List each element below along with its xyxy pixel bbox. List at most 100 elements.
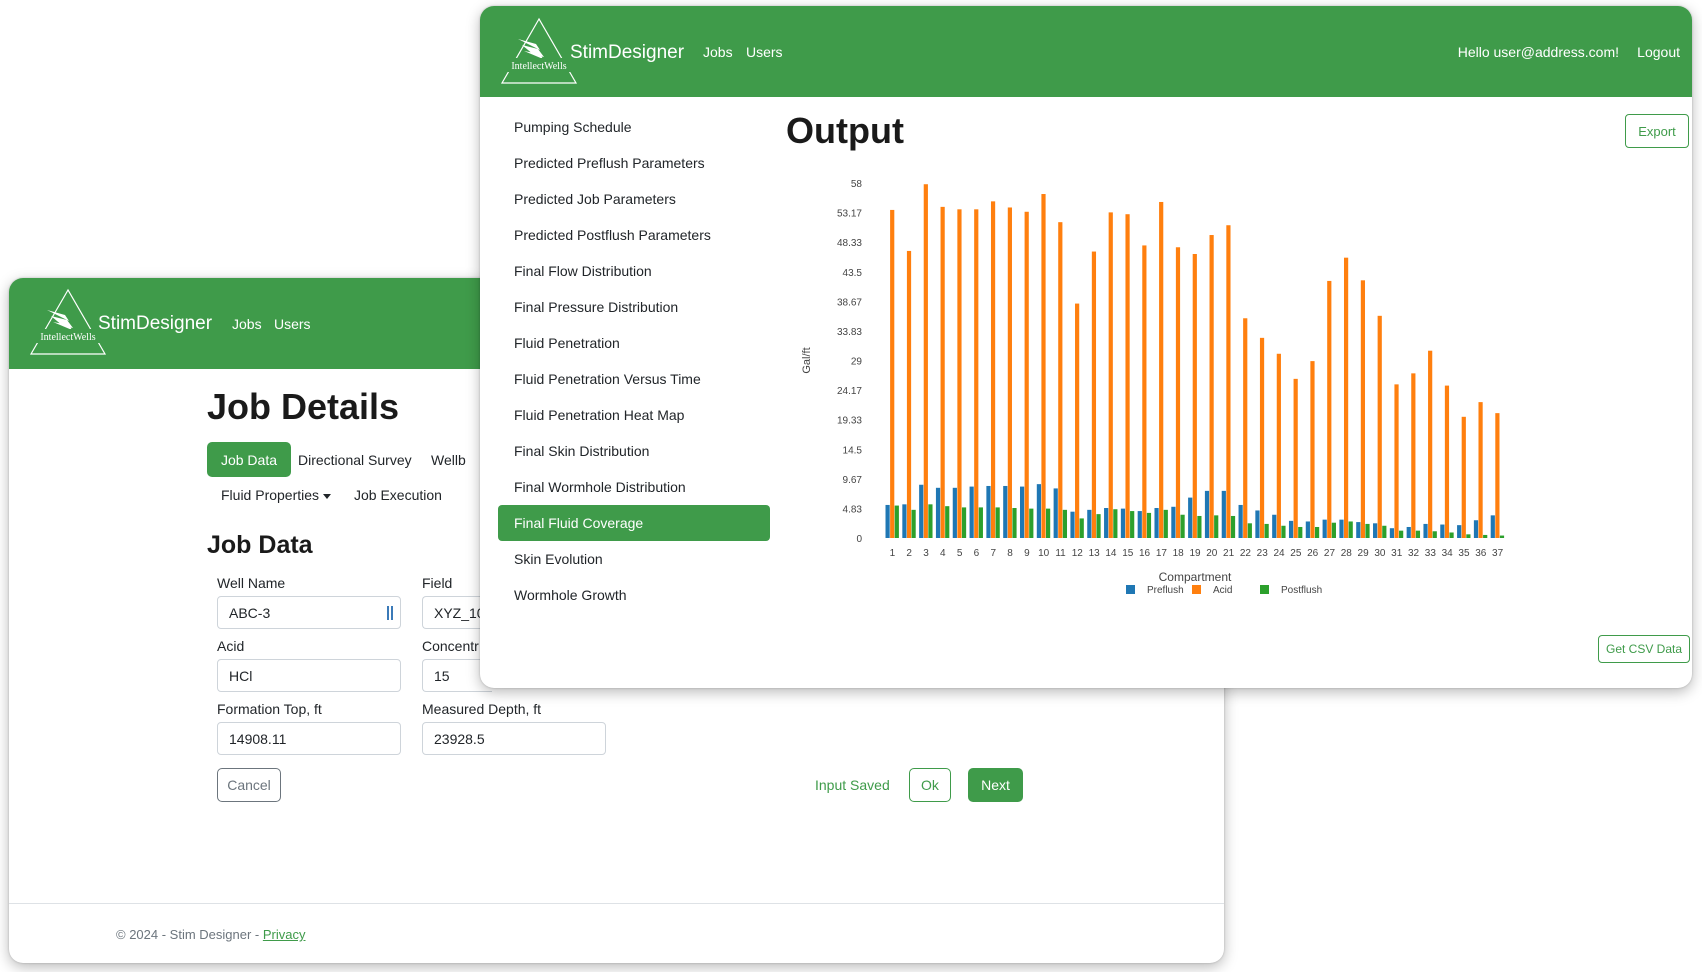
bar-postflush-8 — [1012, 508, 1017, 538]
sidebar-item-final-wormhole-distribution[interactable]: Final Wormhole Distribution — [514, 479, 686, 495]
bar-preflush-6 — [969, 486, 974, 538]
bar-preflush-7 — [986, 485, 991, 538]
sidebar-item-predicted-job-parameters[interactable]: Predicted Job Parameters — [514, 191, 676, 207]
bar-preflush-14 — [1104, 508, 1109, 538]
bar-postflush-34 — [1449, 532, 1454, 538]
bar-acid-25 — [1293, 378, 1298, 538]
x-tick-label: 2 — [906, 548, 912, 559]
bar-acid-4 — [940, 206, 945, 538]
bar-acid-3 — [923, 184, 928, 539]
tab-wellbore[interactable]: Wellb — [431, 452, 466, 468]
x-tick-label: 17 — [1156, 548, 1168, 559]
legend-swatch-postflush — [1260, 585, 1269, 594]
bar-preflush-33 — [1423, 523, 1428, 538]
get-csv-data-button[interactable]: Get CSV Data — [1598, 635, 1690, 663]
bar-acid-15 — [1125, 214, 1130, 538]
bar-postflush-27 — [1331, 522, 1336, 538]
user-greeting[interactable]: Hello user@address.com! — [1457, 44, 1619, 60]
x-tick-label: 23 — [1257, 548, 1269, 559]
bar-preflush-36 — [1473, 520, 1479, 538]
logo-text: IntellectWells — [40, 332, 95, 343]
bar-preflush-30 — [1373, 523, 1378, 538]
brand-name[interactable]: StimDesigner — [98, 313, 213, 334]
x-tick-label: 30 — [1374, 548, 1386, 559]
sidebar-item-skin-evolution[interactable]: Skin Evolution — [514, 551, 603, 567]
ok-button[interactable]: Ok — [909, 768, 951, 802]
autofill-icon[interactable] — [387, 606, 393, 620]
x-tick-label: 19 — [1189, 548, 1201, 559]
acid-input[interactable]: HCl — [217, 659, 401, 692]
formation-top-input[interactable]: 14908.11 — [217, 722, 401, 755]
x-tick-label: 16 — [1139, 548, 1151, 559]
caret-down-icon — [323, 493, 332, 499]
bar-acid-22 — [1243, 318, 1248, 538]
measured-depth-label: Measured Depth, ft — [422, 701, 542, 717]
tab-job-data[interactable]: Job Data — [207, 442, 291, 477]
bar-acid-27 — [1327, 280, 1332, 538]
nav-users[interactable]: Users — [746, 44, 783, 60]
tab-directional-survey[interactable]: Directional Survey — [298, 452, 412, 468]
tab-job-execution[interactable]: Job Execution — [354, 487, 442, 503]
bar-acid-23 — [1259, 337, 1265, 538]
bar-acid-29 — [1360, 280, 1366, 538]
y-tick-label: 4.83 — [843, 504, 863, 515]
bar-acid-8 — [1007, 207, 1012, 538]
export-button[interactable]: Export — [1625, 114, 1689, 148]
bar-preflush-21 — [1221, 490, 1226, 538]
tab-fluid-properties[interactable]: Fluid Properties — [221, 487, 332, 503]
nav-users[interactable]: Users — [274, 316, 311, 332]
intellectwells-logo[interactable]: IntellectWells — [494, 17, 584, 87]
x-tick-label: 4 — [940, 548, 946, 559]
x-tick-label: 20 — [1206, 548, 1218, 559]
logout-link[interactable]: Logout — [1637, 44, 1680, 60]
x-tick-label: 33 — [1425, 548, 1437, 559]
x-tick-label: 18 — [1173, 548, 1185, 559]
sidebar-item-fluid-penetration[interactable]: Fluid Penetration — [514, 335, 620, 351]
x-axis-label: Compartment — [1159, 570, 1232, 584]
logo-text: IntellectWells — [511, 61, 566, 72]
sidebar-item-final-pressure-distribution[interactable]: Final Pressure Distribution — [514, 299, 679, 315]
next-button[interactable]: Next — [968, 768, 1023, 802]
y-tick-label: 29 — [851, 357, 863, 368]
y-tick-label: 14.5 — [843, 445, 863, 456]
well-name-input[interactable]: ABC-3 — [217, 596, 401, 629]
nav-jobs[interactable]: Jobs — [232, 316, 262, 332]
y-tick-label: 33.83 — [837, 327, 862, 338]
sidebar-item-wormhole-growth[interactable]: Wormhole Growth — [514, 587, 627, 603]
bar-acid-37 — [1495, 413, 1500, 538]
x-tick-label: 26 — [1307, 548, 1319, 559]
intellectwells-logo[interactable]: IntellectWells — [23, 288, 113, 358]
bar-acid-16 — [1142, 245, 1147, 538]
bar-preflush-9 — [1019, 486, 1025, 538]
bar-acid-19 — [1192, 254, 1197, 538]
sidebar-item-fluid-penetration-heat-map[interactable]: Fluid Penetration Heat Map — [514, 407, 685, 423]
bar-postflush-9 — [1029, 508, 1034, 538]
bar-acid-11 — [1058, 222, 1063, 538]
bar-postflush-4 — [945, 506, 950, 538]
bar-postflush-18 — [1180, 514, 1185, 538]
x-tick-label: 34 — [1442, 548, 1454, 559]
cancel-button[interactable]: Cancel — [217, 768, 281, 802]
bar-postflush-31 — [1399, 530, 1404, 538]
sidebar-item-pumping-schedule[interactable]: Pumping Schedule — [514, 119, 632, 135]
sidebar-item-final-fluid-coverage[interactable]: Final Fluid Coverage — [498, 505, 770, 541]
bar-postflush-5 — [961, 507, 967, 538]
privacy-link[interactable]: Privacy — [262, 927, 306, 942]
x-tick-label: 36 — [1475, 548, 1487, 559]
measured-depth-input[interactable]: 23928.5 — [422, 722, 606, 755]
nav-jobs[interactable]: Jobs — [703, 44, 733, 60]
sidebar-item-final-flow-distribution[interactable]: Final Flow Distribution — [514, 263, 652, 279]
bar-preflush-27 — [1322, 519, 1327, 538]
sidebar-item-predicted-postflush-parameters[interactable]: Predicted Postflush Parameters — [514, 227, 711, 243]
bar-postflush-7 — [995, 507, 1000, 538]
x-tick-label: 22 — [1240, 548, 1252, 559]
bar-preflush-8 — [1003, 485, 1008, 538]
x-tick-label: 8 — [1007, 548, 1013, 559]
sidebar-item-fluid-penetration-versus-time[interactable]: Fluid Penetration Versus Time — [514, 371, 701, 387]
bar-postflush-15 — [1130, 511, 1135, 538]
brand-name[interactable]: StimDesigner — [570, 42, 685, 63]
x-tick-label: 21 — [1223, 548, 1235, 559]
sidebar-item-predicted-preflush-parameters[interactable]: Predicted Preflush Parameters — [514, 155, 705, 171]
sidebar-item-final-skin-distribution[interactable]: Final Skin Distribution — [514, 443, 650, 459]
bar-acid-30 — [1377, 315, 1382, 538]
